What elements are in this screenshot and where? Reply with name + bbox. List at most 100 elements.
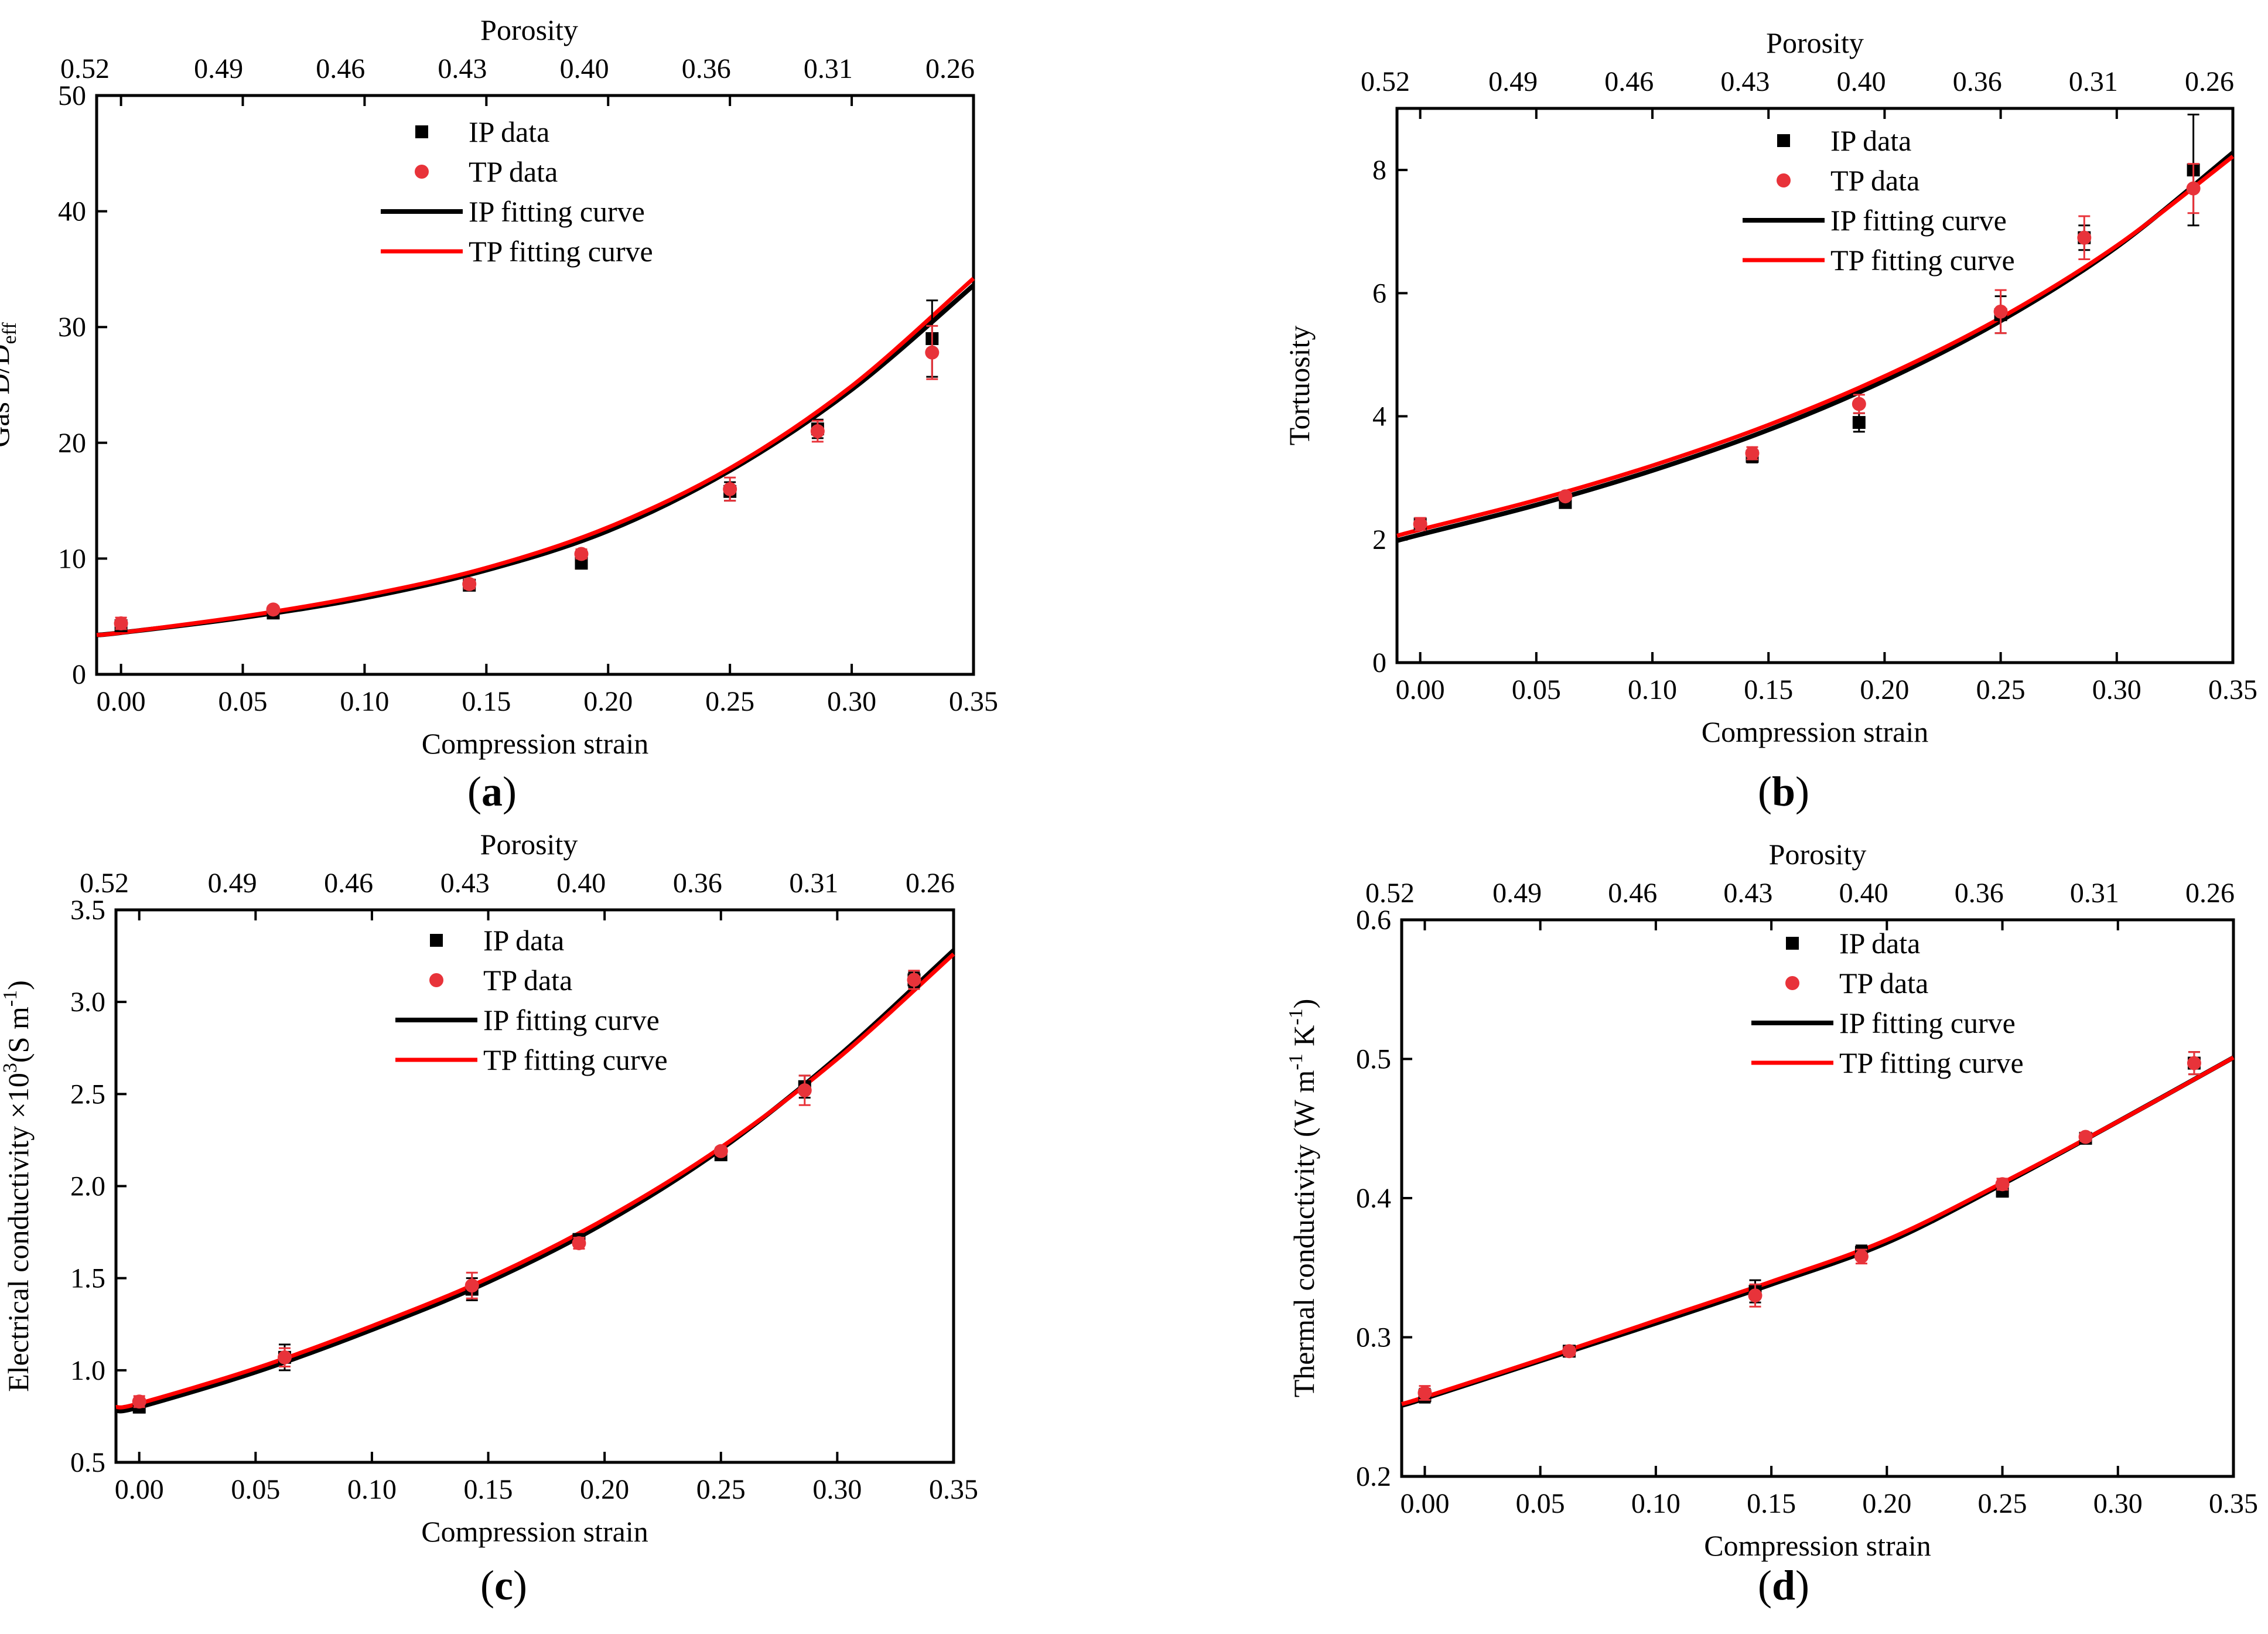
tp-data-point bbox=[2187, 1056, 2201, 1070]
porosity-tick-label: 0.31 bbox=[789, 868, 838, 899]
top-axis-title: Porosity bbox=[480, 828, 578, 861]
porosity-tick-label: 0.52 bbox=[1361, 66, 1410, 97]
porosity-tick-label: 0.52 bbox=[80, 868, 129, 899]
tp-data-point bbox=[1558, 489, 1573, 504]
x-axis-title: Compression strain bbox=[422, 727, 648, 760]
porosity-tick-label: 0.31 bbox=[2069, 66, 2118, 97]
tp-data-point bbox=[1413, 517, 1427, 531]
y-tick-label: 0 bbox=[1372, 647, 1386, 678]
tp-data-point bbox=[266, 602, 281, 617]
porosity-tick-label: 0.46 bbox=[316, 53, 365, 84]
tp-data-point bbox=[572, 1236, 586, 1250]
legend-tp-marker bbox=[415, 165, 429, 179]
y-axis-title-ylabel-tail: (S m bbox=[2, 1007, 35, 1063]
x-tick-label: 0.05 bbox=[231, 1474, 280, 1505]
y-tick-label: 40 bbox=[58, 196, 86, 227]
legend-ip-marker bbox=[1777, 134, 1790, 147]
porosity-tick-label: 0.26 bbox=[2185, 878, 2235, 909]
tp-data-point bbox=[574, 547, 589, 561]
x-tick-label: 0.20 bbox=[580, 1474, 629, 1505]
porosity-tick-label: 0.36 bbox=[682, 53, 731, 84]
legend-ip-data-label: IP data bbox=[1839, 927, 1920, 960]
x-axis-title: Compression strain bbox=[421, 1515, 648, 1548]
panel-label-close: ) bbox=[513, 1562, 527, 1609]
legend-tp-data-label: TP data bbox=[469, 155, 558, 188]
porosity-tick-label: 0.49 bbox=[194, 53, 243, 84]
tp-data-point bbox=[1418, 1386, 1432, 1400]
tp-fitting-curve bbox=[115, 952, 955, 1410]
x-tick-label: 0.15 bbox=[464, 1474, 513, 1505]
y-tick-label: 2.5 bbox=[70, 1079, 105, 1110]
tp-data-point bbox=[1995, 1177, 2010, 1192]
legend-ip-data-label: IP data bbox=[469, 115, 549, 148]
top-axis-title: Porosity bbox=[1769, 838, 1867, 871]
porosity-tick-label: 0.40 bbox=[556, 868, 606, 899]
top-axis-title: Porosity bbox=[480, 13, 578, 46]
tp-data-point bbox=[713, 1144, 728, 1158]
y-axis-title-ylabel: Gas D/D bbox=[0, 344, 15, 447]
legend-ip-marker bbox=[430, 934, 443, 947]
ip-fitting-curve bbox=[1396, 151, 2235, 543]
tp-fitting-curve bbox=[1401, 1056, 2235, 1406]
tp-fitting-curve bbox=[96, 277, 975, 637]
y-axis-title-ylabel-sup: -1 bbox=[1285, 1053, 1307, 1070]
panel-label-close: ) bbox=[1795, 768, 1809, 815]
panel-label-letter: d bbox=[1772, 1562, 1795, 1609]
porosity-tick-label: 0.31 bbox=[2070, 878, 2119, 909]
y-tick-label: 20 bbox=[58, 428, 86, 459]
y-axis-title-ylabel: Thermal conductivity (W m bbox=[1287, 1070, 1320, 1398]
legend-ip-curve-label: IP fitting curve bbox=[469, 195, 645, 228]
x-tick-label: 0.30 bbox=[812, 1474, 862, 1505]
porosity-tick-label: 0.46 bbox=[1604, 66, 1654, 97]
y-axis-title-ylabel: Tortuosity bbox=[1283, 326, 1316, 446]
plot-frame bbox=[1400, 918, 2235, 1478]
x-tick-label: 0.15 bbox=[462, 686, 511, 717]
x-axis-title: Compression strain bbox=[1702, 715, 1928, 748]
porosity-tick-label: 0.40 bbox=[1837, 66, 1886, 97]
y-axis-title-ylabel-sup2: -1 bbox=[0, 990, 21, 1007]
tp-data-point bbox=[132, 1394, 146, 1409]
y-axis-title-ylabel-sup2: -1 bbox=[1285, 1008, 1307, 1025]
tp-data-point bbox=[1993, 304, 2008, 319]
x-tick-label: 0.00 bbox=[115, 1474, 164, 1505]
y-tick-label: 0.5 bbox=[70, 1447, 105, 1478]
x-tick-label: 0.00 bbox=[1400, 1488, 1449, 1519]
x-tick-label: 0.20 bbox=[1860, 674, 1909, 705]
porosity-tick-label: 0.43 bbox=[1720, 66, 1770, 97]
y-axis-title-ylabel-end: ) bbox=[1287, 999, 1320, 1009]
y-tick-label: 30 bbox=[58, 312, 86, 343]
y-axis-title: Tortuosity bbox=[1283, 326, 1316, 446]
legend-ip-curve-label: IP fitting curve bbox=[483, 1004, 660, 1036]
tp-data-point bbox=[2186, 181, 2201, 196]
legend-tp-marker bbox=[429, 973, 443, 987]
panel-label-close: ) bbox=[503, 768, 517, 815]
porosity-tick-label: 0.26 bbox=[2185, 66, 2234, 97]
legend-tp-curve-label: TP fitting curve bbox=[469, 235, 653, 268]
x-tick-label: 0.15 bbox=[1747, 1488, 1796, 1519]
legend-ip-curve-label: IP fitting curve bbox=[1830, 204, 2007, 237]
x-tick-label: 0.10 bbox=[347, 1474, 397, 1505]
panel-label-letter: b bbox=[1772, 768, 1795, 815]
panel-label-open: ( bbox=[467, 768, 481, 815]
legend-ip-marker bbox=[1786, 937, 1799, 950]
y-tick-label: 10 bbox=[58, 543, 86, 574]
panel-a: 0.00 0.05 0.10 0.15 0.20 0.25 0.30 0.35 0.52 0.49… bbox=[0, 13, 998, 815]
x-tick-label: 0.10 bbox=[1628, 674, 1677, 705]
porosity-tick-label: 0.49 bbox=[208, 868, 257, 899]
tp-data-point bbox=[1854, 1249, 1869, 1264]
legend-tp-curve-label: TP fitting curve bbox=[1830, 244, 2015, 277]
tp-data-point bbox=[1745, 446, 1760, 460]
legend-ip-marker bbox=[415, 125, 428, 138]
tp-data-point bbox=[277, 1350, 292, 1364]
x-tick-label: 0.10 bbox=[340, 686, 389, 717]
y-tick-label: 8 bbox=[1372, 155, 1386, 186]
panel-label-close: ) bbox=[1795, 1562, 1809, 1609]
y-axis-title-ylabel-sup: 3 bbox=[0, 1063, 21, 1073]
legend-tp-curve-label: TP fitting curve bbox=[1839, 1046, 2024, 1079]
porosity-tick-label: 0.46 bbox=[324, 868, 373, 899]
legend-ip-data-label: IP data bbox=[1830, 124, 1911, 157]
porosity-tick-label: 0.52 bbox=[1365, 878, 1415, 909]
x-tick-label: 0.00 bbox=[97, 686, 146, 717]
tp-data-point bbox=[462, 576, 477, 591]
